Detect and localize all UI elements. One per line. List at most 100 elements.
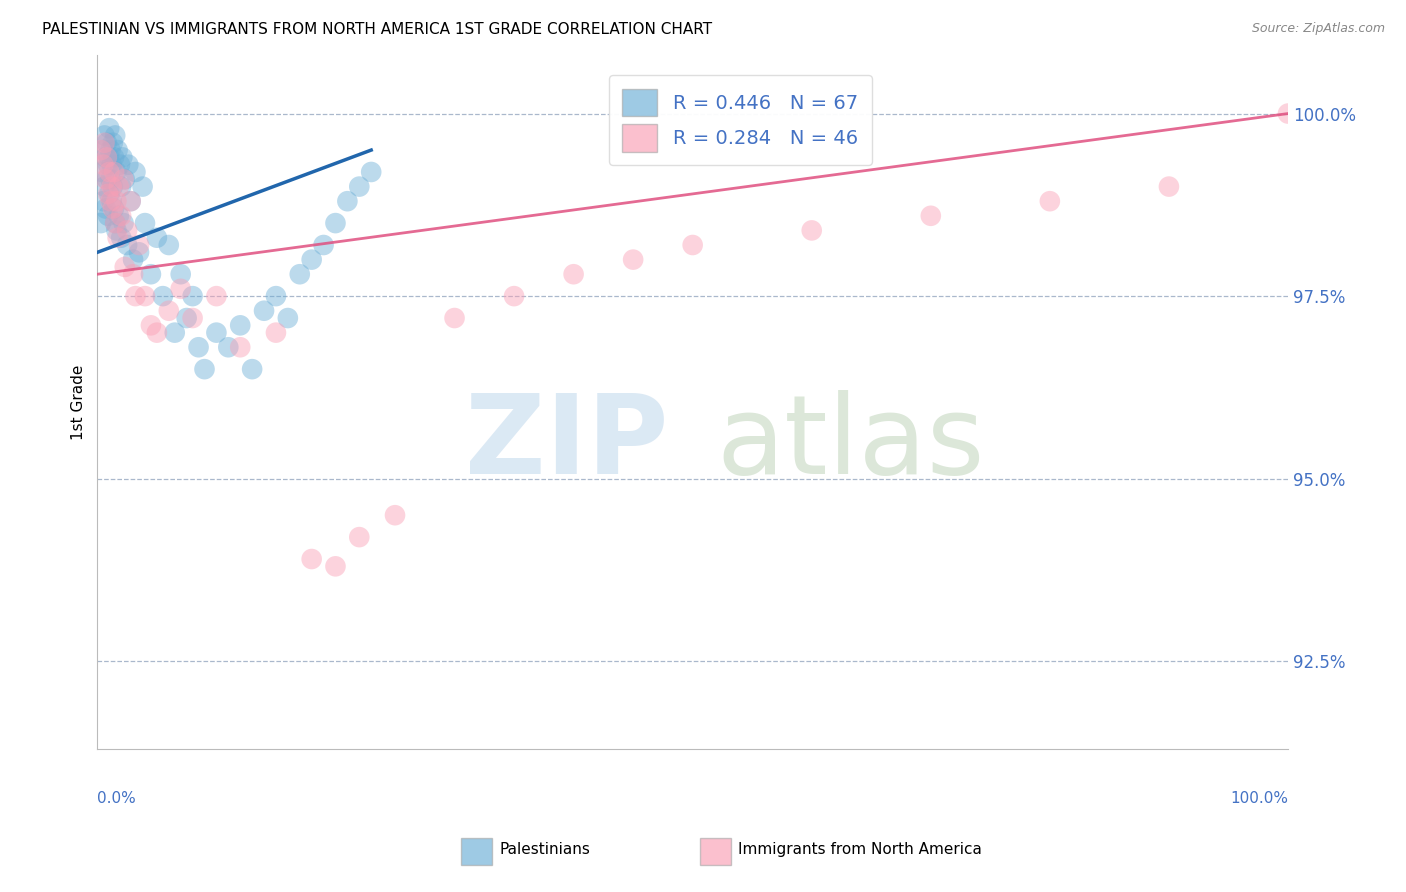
Point	[100, 194, 122, 209]
Point	[301, 252, 323, 267]
Y-axis label: 1st Grade: 1st Grade	[72, 364, 86, 440]
Point	[139, 267, 162, 281]
Point	[112, 172, 135, 186]
Point	[157, 238, 180, 252]
Point	[205, 289, 228, 303]
Point	[104, 216, 127, 230]
Point	[98, 150, 121, 164]
Point	[100, 172, 122, 186]
Point	[110, 179, 132, 194]
Point	[101, 202, 124, 216]
Point	[120, 194, 142, 209]
Point	[98, 121, 121, 136]
Point	[110, 230, 132, 244]
Point	[105, 223, 128, 237]
Point	[94, 150, 117, 164]
Point	[97, 158, 120, 172]
Point	[107, 209, 129, 223]
Point	[110, 209, 132, 223]
Point	[562, 267, 585, 281]
Point	[122, 267, 145, 281]
Point	[146, 326, 169, 340]
Point	[312, 238, 335, 252]
Point	[301, 552, 323, 566]
Point	[443, 311, 465, 326]
Point	[131, 179, 153, 194]
Point	[349, 179, 371, 194]
Text: Palestinians: Palestinians	[499, 842, 591, 856]
Point	[176, 311, 198, 326]
Point	[157, 303, 180, 318]
Point	[193, 362, 215, 376]
Point	[146, 230, 169, 244]
Point	[111, 150, 134, 164]
Point	[108, 158, 131, 172]
Point	[229, 318, 252, 333]
Point	[115, 223, 138, 237]
Point	[920, 209, 942, 223]
Point	[128, 238, 150, 252]
Text: Source: ZipAtlas.com: Source: ZipAtlas.com	[1251, 22, 1385, 36]
Point	[90, 216, 112, 230]
Point	[117, 158, 139, 172]
Text: atlas: atlas	[717, 390, 986, 497]
Point	[120, 194, 142, 209]
Point	[114, 172, 136, 186]
Point	[349, 530, 371, 544]
Point	[105, 194, 128, 209]
Point	[163, 326, 186, 340]
Point	[94, 172, 117, 186]
Point	[253, 303, 276, 318]
Point	[1157, 179, 1180, 194]
Text: Immigrants from North America: Immigrants from North America	[738, 842, 981, 856]
Point	[152, 289, 174, 303]
Point	[170, 282, 193, 296]
Point	[94, 202, 117, 216]
Point	[264, 289, 287, 303]
Point	[103, 165, 125, 179]
Point	[104, 216, 127, 230]
Point	[107, 143, 129, 157]
Point	[800, 223, 823, 237]
Point	[96, 136, 118, 150]
Point	[98, 165, 121, 179]
Point	[621, 252, 644, 267]
Point	[277, 311, 299, 326]
Point	[97, 209, 120, 223]
Point	[124, 289, 146, 303]
Point	[101, 136, 124, 150]
Point	[336, 194, 359, 209]
Point	[1039, 194, 1062, 209]
Point	[96, 150, 118, 164]
Point	[1277, 106, 1299, 120]
Point	[682, 238, 704, 252]
Point	[98, 186, 121, 201]
Point	[91, 143, 114, 157]
Point	[97, 186, 120, 201]
Point	[325, 559, 347, 574]
Point	[100, 143, 122, 157]
Point	[93, 179, 115, 194]
Text: 100.0%: 100.0%	[1230, 790, 1288, 805]
Point	[384, 508, 406, 523]
Point	[107, 230, 129, 244]
Point	[91, 165, 114, 179]
Point	[128, 245, 150, 260]
Point	[187, 340, 209, 354]
Point	[503, 289, 526, 303]
Text: 0.0%: 0.0%	[97, 790, 136, 805]
Point	[114, 260, 136, 274]
Point	[240, 362, 263, 376]
Point	[93, 128, 115, 143]
Point	[103, 150, 125, 164]
Point	[139, 318, 162, 333]
Point	[105, 165, 128, 179]
Point	[205, 326, 228, 340]
Text: ZIP: ZIP	[465, 390, 669, 497]
Text: PALESTINIAN VS IMMIGRANTS FROM NORTH AMERICA 1ST GRADE CORRELATION CHART: PALESTINIAN VS IMMIGRANTS FROM NORTH AME…	[42, 22, 713, 37]
Point	[181, 311, 204, 326]
Point	[100, 158, 122, 172]
Point	[170, 267, 193, 281]
Point	[217, 340, 239, 354]
Point	[101, 179, 124, 194]
